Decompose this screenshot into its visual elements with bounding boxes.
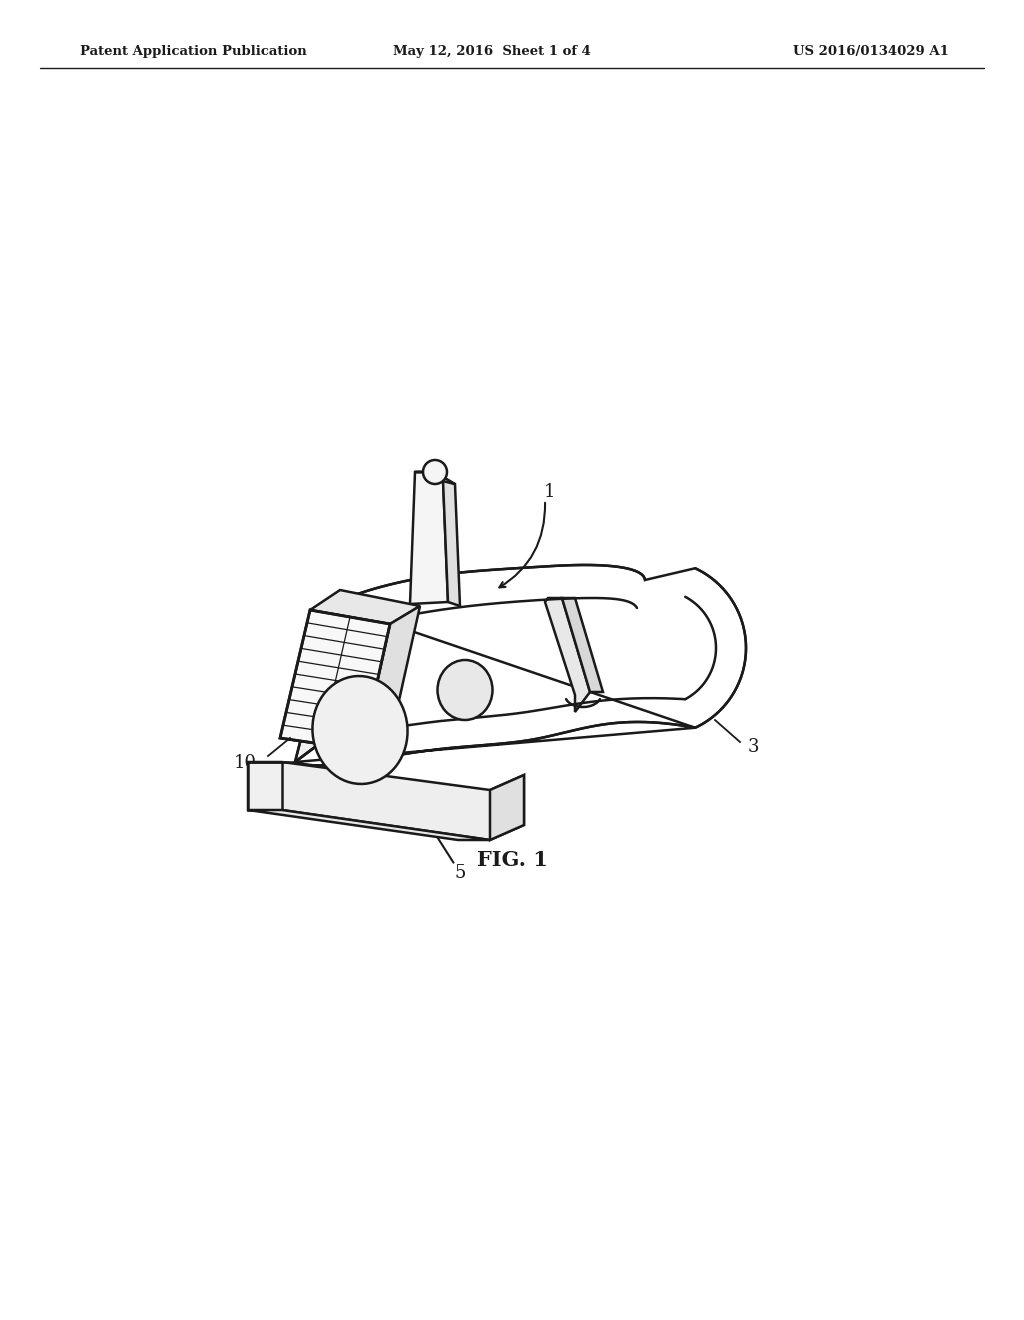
Polygon shape (295, 565, 746, 766)
Text: 10: 10 (234, 754, 257, 772)
Text: US 2016/0134029 A1: US 2016/0134029 A1 (794, 45, 949, 58)
Text: May 12, 2016  Sheet 1 of 4: May 12, 2016 Sheet 1 of 4 (393, 45, 591, 58)
Text: 5: 5 (455, 865, 466, 882)
Polygon shape (248, 762, 524, 840)
Ellipse shape (312, 676, 408, 784)
Text: 3: 3 (748, 738, 760, 756)
Polygon shape (310, 590, 420, 624)
Polygon shape (490, 775, 524, 840)
Polygon shape (295, 605, 360, 762)
Text: FIG. 1: FIG. 1 (476, 850, 548, 870)
Text: 1: 1 (544, 483, 556, 502)
Polygon shape (562, 598, 603, 692)
Ellipse shape (437, 660, 493, 719)
Polygon shape (248, 762, 282, 810)
Polygon shape (280, 719, 392, 750)
Polygon shape (443, 480, 460, 606)
Polygon shape (545, 598, 590, 711)
Polygon shape (410, 473, 449, 605)
Polygon shape (415, 473, 455, 484)
Polygon shape (248, 810, 490, 840)
Polygon shape (280, 610, 390, 750)
Polygon shape (362, 606, 420, 750)
Circle shape (423, 459, 447, 484)
Text: Patent Application Publication: Patent Application Publication (80, 45, 307, 58)
